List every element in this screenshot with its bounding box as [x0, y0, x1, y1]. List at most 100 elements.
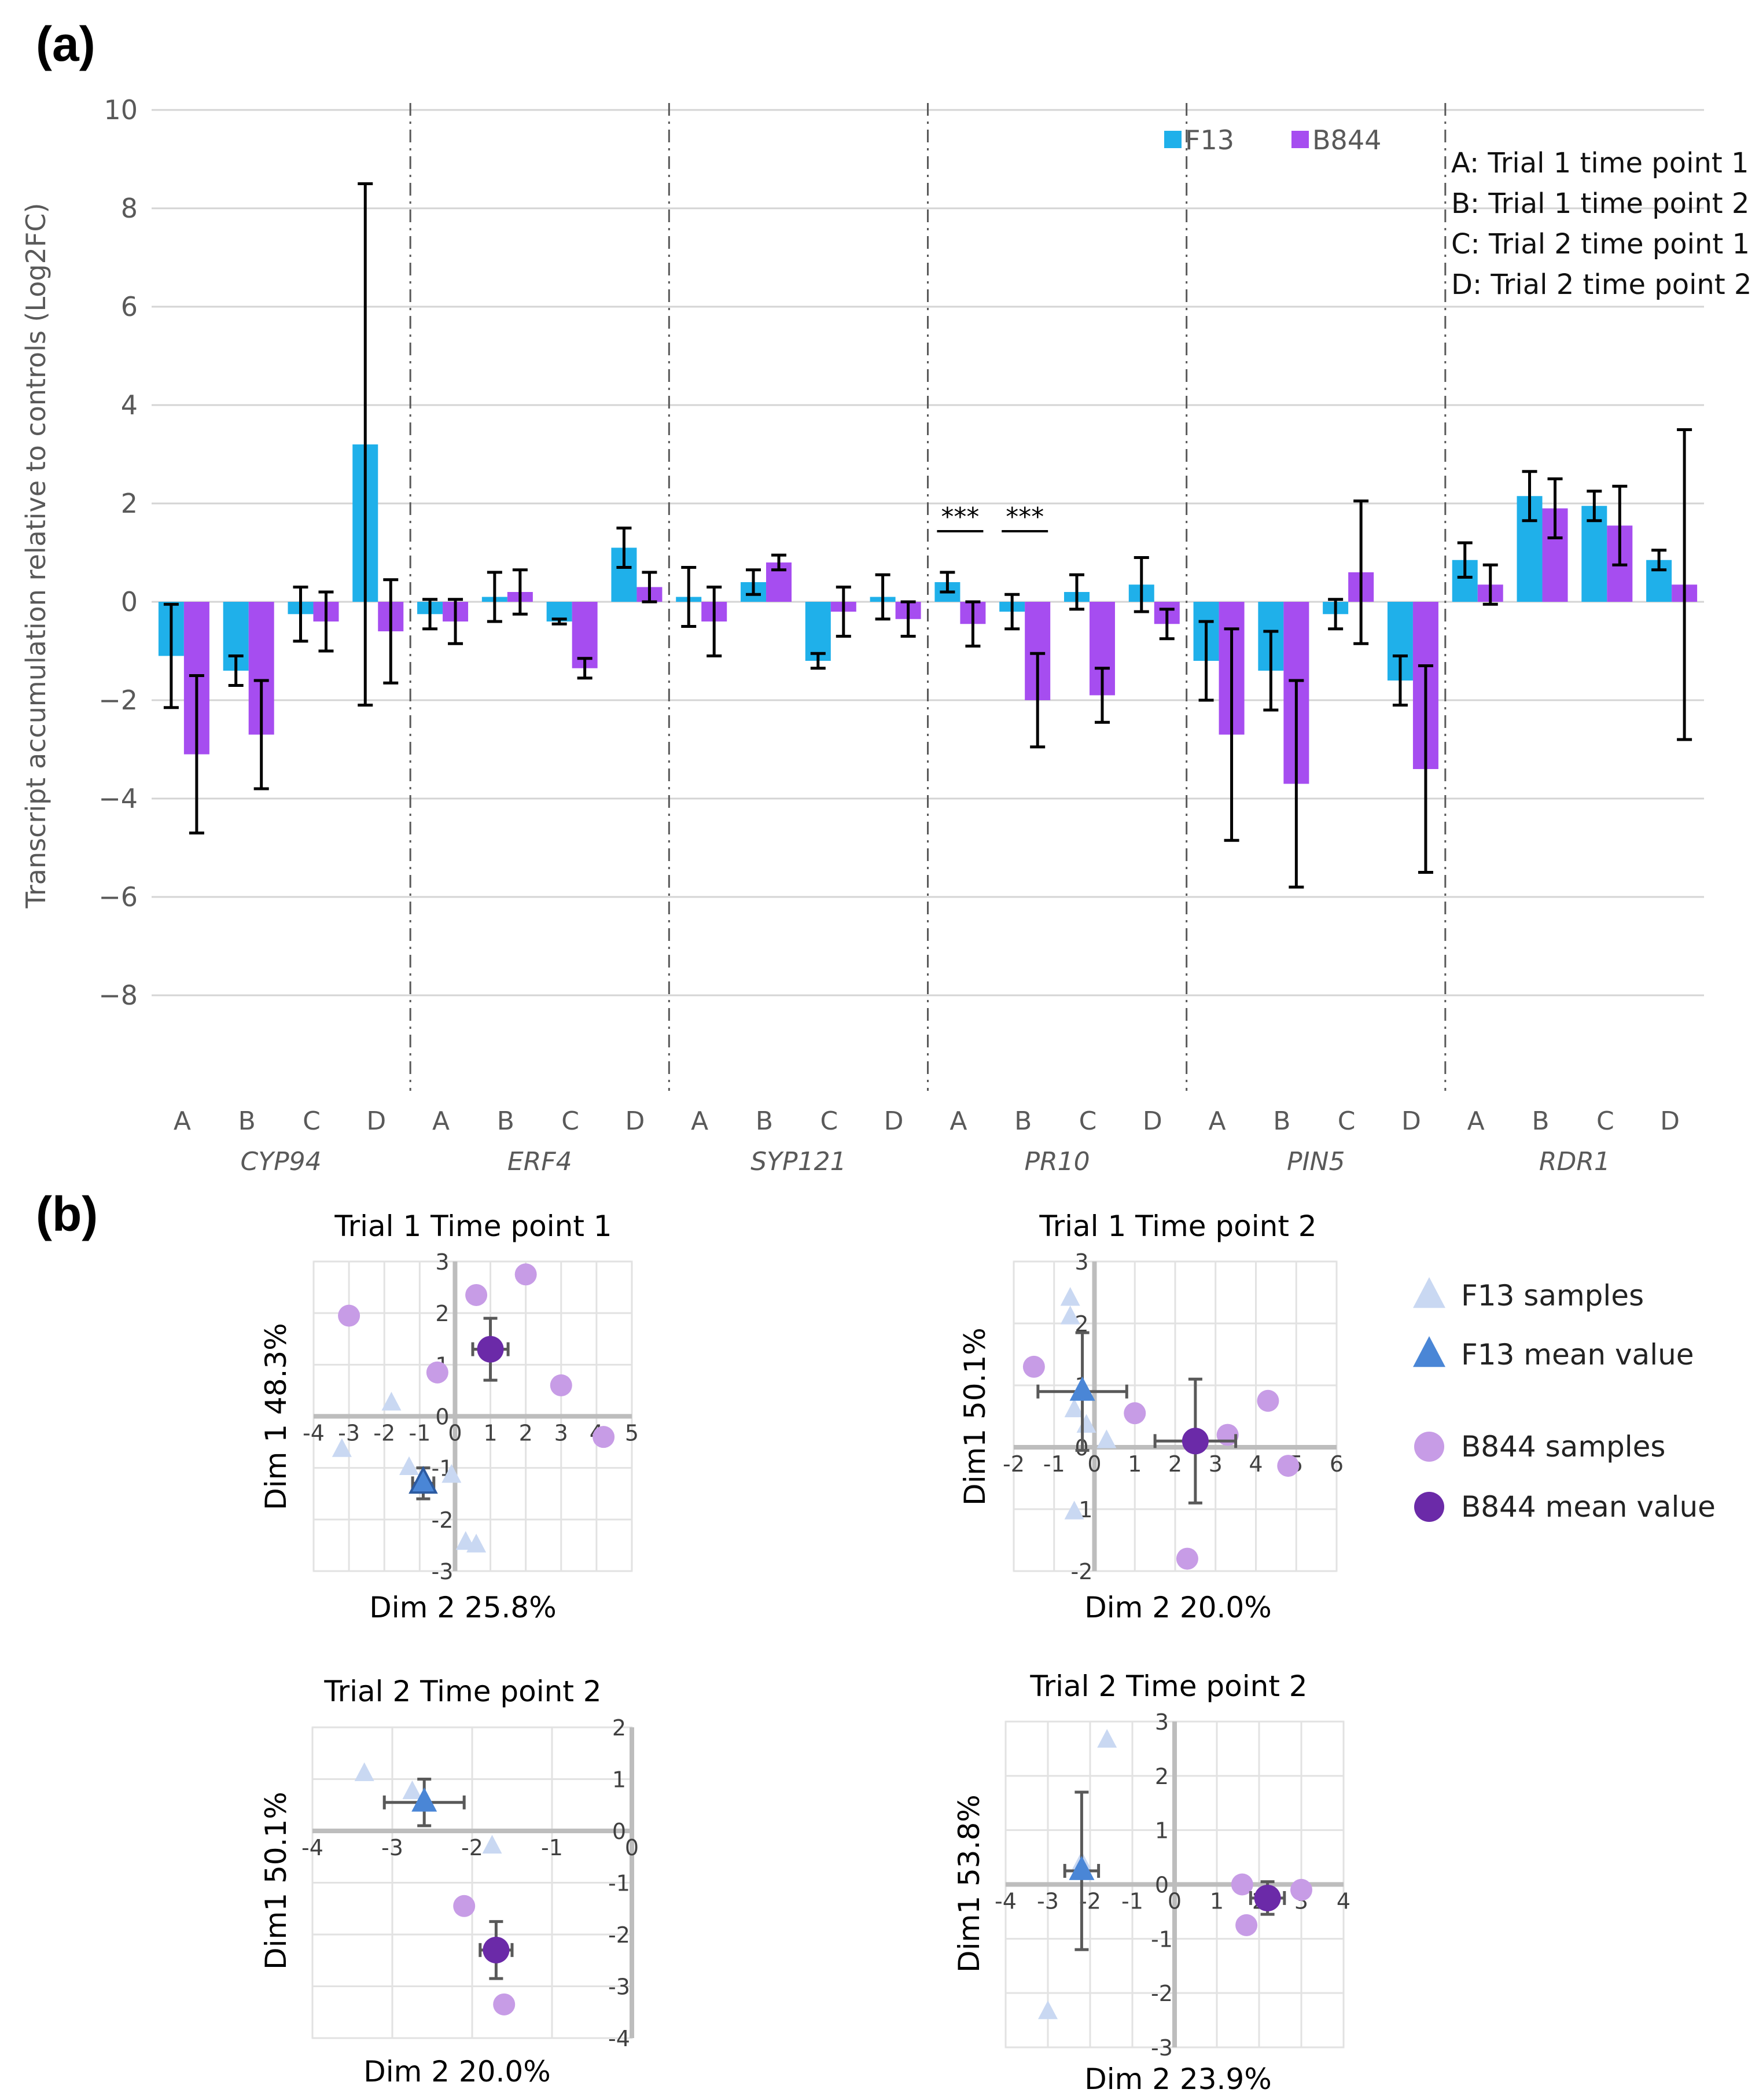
b844-sample-marker [465, 1283, 488, 1306]
x-tick-label: 4 [1337, 1889, 1350, 1914]
y-tick-label: -3 [1151, 2035, 1173, 2061]
x-tick-label: C [820, 1106, 838, 1136]
f13-mean-marker [1069, 1856, 1095, 1880]
y-tick-label: −4 [98, 783, 138, 814]
legend-f13-samples-label: F13 samples [1461, 1279, 1644, 1312]
y-tick-label: -2 [1071, 1559, 1093, 1584]
x-tick-label: B [238, 1106, 256, 1136]
condition-legend-item: D: Trial 2 time point 2 [1451, 269, 1751, 301]
legend-b844-samples-label: B844 samples [1461, 1430, 1665, 1463]
x-tick-label: A [1467, 1106, 1485, 1136]
x-tick-label: B [1273, 1106, 1290, 1136]
y-tick-label: -3 [608, 1974, 630, 2000]
scatter-x-label: Dim 2 23.9% [1084, 2062, 1272, 2096]
y-tick-label: -2 [608, 1922, 630, 1948]
scatter-legend: F13 samples F13 mean value B844 samples B84… [1413, 1277, 1716, 1524]
x-tick-label: -3 [1037, 1889, 1059, 1914]
significance-label: *** [1006, 502, 1044, 532]
x-tick-label: -1 [1121, 1889, 1143, 1914]
x-tick-label: 1 [483, 1421, 497, 1446]
b844-mean-marker [1182, 1428, 1209, 1455]
x-tick-label: B [756, 1106, 773, 1136]
b844-sample-marker [1231, 1873, 1253, 1896]
scatter-title: Trial 1 Time point 2 [1039, 1209, 1316, 1243]
x-tick-label: B [497, 1106, 514, 1136]
x-tick-label: D [1660, 1106, 1680, 1136]
condition-legend-item: B: Trial 1 time point 2 [1451, 187, 1749, 220]
b844-mean-marker [477, 1336, 504, 1363]
y-tick-label: 0 [612, 1819, 626, 1844]
f13-sample-marker [1064, 1398, 1084, 1418]
f13-sample-marker [332, 1438, 352, 1457]
f13-sample-marker [1038, 2000, 1058, 2020]
x-tick-label: A [432, 1106, 450, 1136]
y-axis-label: Transcript accumulation relative to cont… [20, 203, 51, 909]
b844-sample-marker [514, 1263, 537, 1286]
x-tick-label: A [1209, 1106, 1226, 1136]
group-label: RDR1 [1539, 1147, 1610, 1176]
y-tick-label: 2 [612, 1715, 626, 1741]
y-tick-label: -3 [431, 1559, 453, 1584]
y-tick-label: −2 [98, 685, 138, 716]
y-tick-label: 6 [121, 291, 138, 322]
y-tick-label: 1 [1155, 1818, 1169, 1844]
f13-mean-marker [411, 1787, 437, 1812]
b844-sample-marker [338, 1304, 360, 1327]
legend-label-f13: F13 [1185, 124, 1234, 156]
b844-sample-marker [493, 1993, 516, 2016]
bar-f13-syp121-c [805, 602, 831, 661]
y-tick-label: -2 [431, 1507, 453, 1533]
x-tick-label: -3 [381, 1835, 403, 1860]
significance-label: *** [941, 502, 979, 532]
x-tick-label: D [1143, 1106, 1162, 1136]
y-tick-label: 8 [121, 193, 138, 224]
f13-sample-marker [441, 1464, 462, 1483]
scatter-y-label: Dim1 53.8% [952, 1794, 986, 1973]
b844-sample-marker [1290, 1878, 1312, 1901]
legend-b844-mean-label: B844 mean value [1461, 1490, 1716, 1524]
scatter-title: Trial 1 Time point 1 [334, 1209, 612, 1243]
y-tick-label: 4 [121, 389, 138, 421]
x-tick-label: A [174, 1106, 191, 1136]
f13-sample-marker [402, 1780, 422, 1800]
x-tick-label: C [561, 1106, 579, 1136]
scatter-y-label: Dim1 50.1% [958, 1327, 992, 1506]
scatter-y-label: Dim1 50.1% [259, 1792, 293, 1970]
scatter-title: Trial 2 Time point 2 [1029, 1669, 1307, 1703]
x-tick-label: -2 [1003, 1451, 1025, 1477]
legend-swatch-f13 [1164, 131, 1182, 148]
f13-sample-marker [1064, 1500, 1084, 1520]
legend-label-b844: B844 [1312, 124, 1381, 156]
y-tick-label: -1 [1151, 1926, 1173, 1952]
y-tick-label: 3 [1155, 1709, 1169, 1735]
x-tick-label: 2 [519, 1421, 533, 1446]
y-tick-label: 0 [121, 586, 138, 617]
scatter-x-label: Dim 2 20.0% [1084, 1591, 1272, 1624]
b844-sample-marker [593, 1426, 615, 1448]
x-tick-label: B [1014, 1106, 1032, 1136]
x-tick-label: 0 [448, 1421, 462, 1446]
x-tick-label: D [366, 1106, 386, 1136]
y-tick-label: 0 [435, 1404, 449, 1430]
b844-sample-marker [426, 1361, 448, 1384]
group-label: SYP121 [750, 1147, 846, 1176]
f13-sample-marker [466, 1533, 487, 1553]
x-tick-label: 1 [1210, 1889, 1224, 1914]
b844-sample-marker [1176, 1547, 1198, 1570]
group-label: ERF4 [507, 1147, 572, 1176]
f13-sample-marker [1060, 1305, 1080, 1325]
scatter-plot-trial2-tp2-left: -4 -3 -2 -1 0 -4 -3 -2 -1 0 1 2 Trial 2 Time point 2… [259, 1675, 639, 2088]
legend-f13-mean-icon [1413, 1336, 1445, 1367]
b844-sample-marker [1022, 1355, 1045, 1378]
y-tick-label: 2 [435, 1301, 449, 1326]
x-tick-label: -4 [303, 1421, 325, 1446]
y-tick-label: -4 [608, 2026, 630, 2051]
legend-b844-samples-icon [1414, 1432, 1444, 1462]
y-tick-label: 0 [1155, 1873, 1169, 1898]
bar-chart: 10 8 6 4 2 0 −2 −4 −6 −8 Transcript accumulation r… [20, 94, 1751, 1176]
y-tick-label: 3 [435, 1249, 449, 1275]
b844-sample-marker [550, 1374, 572, 1396]
y-tick-label: 2 [121, 488, 138, 519]
x-tick-label: D [1401, 1106, 1421, 1136]
